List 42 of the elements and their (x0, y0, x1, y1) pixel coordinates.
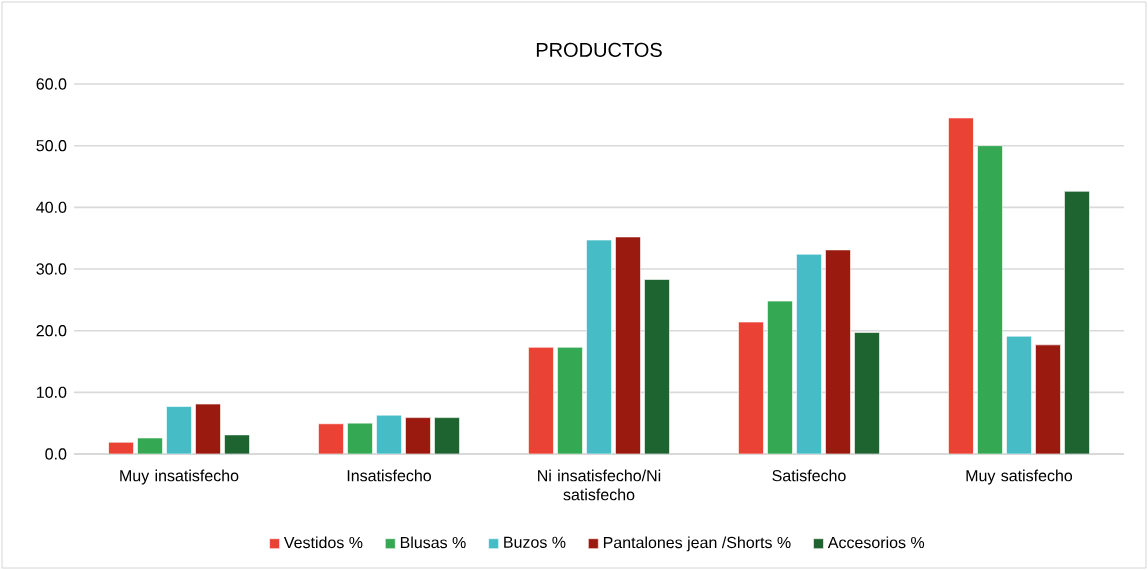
bar (137, 437, 163, 454)
bar (767, 300, 793, 454)
bar (405, 417, 431, 454)
bar (948, 117, 974, 454)
legend-label: Pantalones jean /Shorts % (603, 536, 791, 552)
bar (195, 403, 221, 454)
bar (347, 422, 373, 454)
bar (224, 434, 250, 454)
bar (528, 347, 554, 454)
bar (1035, 344, 1061, 454)
bar (644, 279, 670, 454)
legend-label: Buzos % (504, 536, 566, 548)
x-tick-label: Insatisfecho (347, 469, 431, 482)
y-tick-label: 40.0 (36, 201, 67, 214)
bar (1006, 335, 1032, 454)
bar (586, 239, 612, 454)
bar (1064, 191, 1090, 454)
bar (796, 253, 822, 454)
bar (557, 347, 583, 454)
y-tick-label: 50.0 (36, 140, 67, 152)
x-tick-label: Muy satisfecho (966, 469, 1073, 485)
bar (825, 249, 851, 454)
y-tick-label: 20.0 (36, 325, 67, 337)
bar (738, 321, 764, 454)
legend-label: Accesorios % (827, 536, 925, 549)
chart-title: PRODUCTOS (536, 42, 662, 57)
y-tick-label: 0.0 (45, 448, 67, 460)
y-tick-label: 60.0 (36, 78, 67, 90)
bar (166, 406, 192, 454)
bar (615, 236, 641, 454)
bar (376, 414, 402, 454)
bar (977, 145, 1003, 454)
bar (318, 423, 344, 454)
legend-label: Vestidos % (283, 536, 363, 549)
y-tick-label: 30.0 (36, 263, 67, 275)
x-tick-label: Muy insatisfecho (120, 469, 239, 485)
bar (434, 417, 460, 454)
legend-label: Blusas % (400, 536, 466, 549)
x-tick-label: Ni insatisfecho/Ni satisfecho (538, 469, 661, 501)
y-tick-label: 10.0 (37, 386, 67, 398)
x-tick-label: Satisfecho (772, 469, 846, 482)
bar (854, 332, 880, 454)
